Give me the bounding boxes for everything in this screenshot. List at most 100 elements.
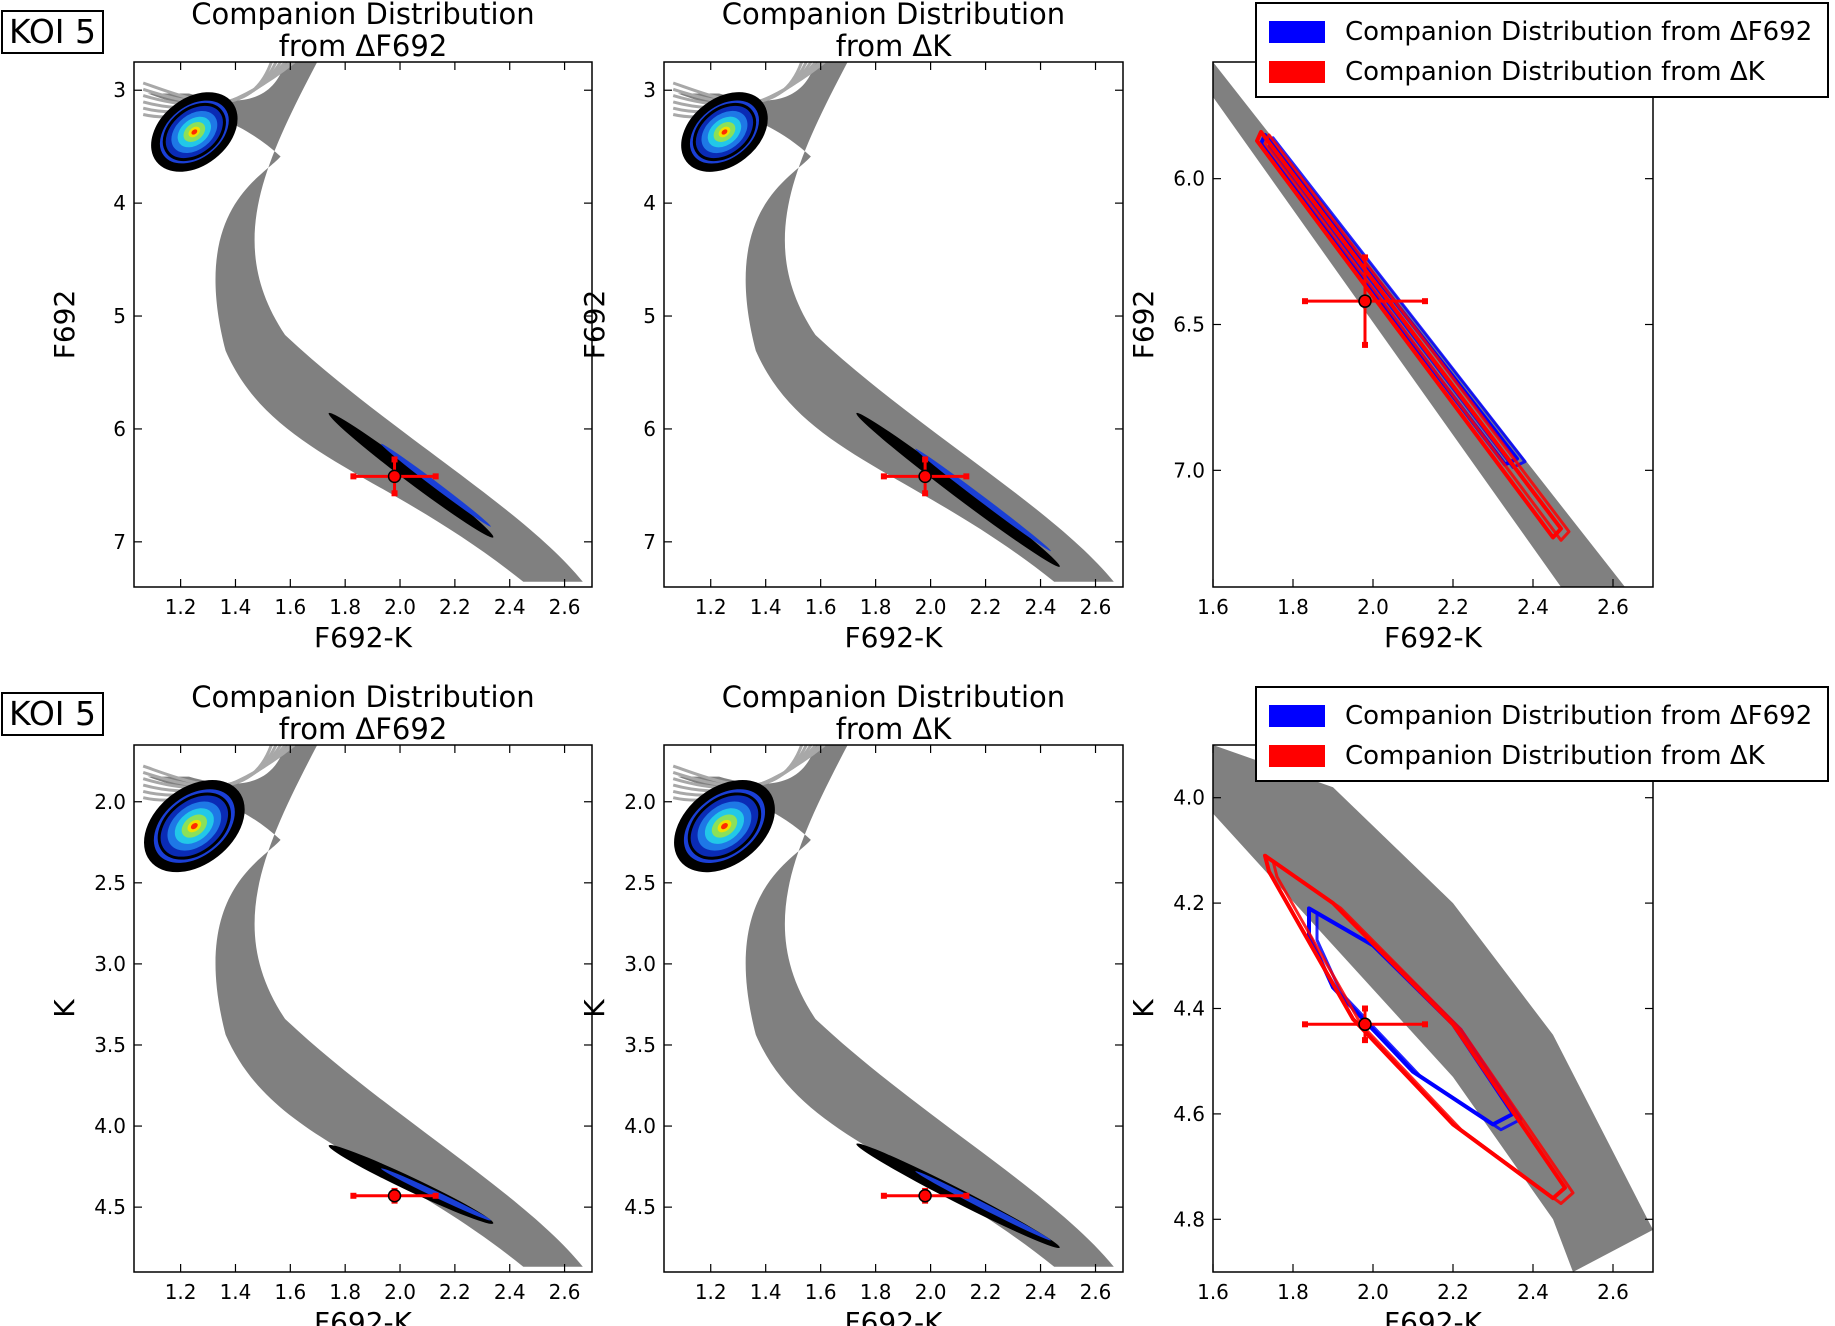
- legend-item-k: Companion Distribution from ΔK: [1269, 741, 1765, 771]
- plot-area: [1213, 745, 1653, 1272]
- isochrone-band: [1213, 745, 1653, 1272]
- x-tick-label: 1.8: [1277, 595, 1309, 619]
- x-tick-label: 2.6: [1080, 1280, 1112, 1304]
- y-tick-label: 5: [643, 304, 656, 328]
- y-tick-label: 4.6: [1173, 1102, 1205, 1126]
- contour-outline-red: [1271, 859, 1575, 1205]
- contour-ring: [381, 443, 491, 527]
- legend-label-f692: Companion Distribution from ΔF692: [1345, 17, 1813, 47]
- panel-r0c1: 1.2 1.4 1.6 1.8 2.0 2.2 2.4 2.6 3 4 5 6 7 F692-K F692 C…: [578, 0, 1124, 654]
- error-bar-cap: [880, 1192, 887, 1199]
- y-axis-label: F692: [48, 290, 81, 360]
- error-bar-cap: [350, 473, 357, 480]
- measurement-point: [918, 469, 932, 484]
- error-bar-cap: [963, 1192, 970, 1199]
- x-tick-label: 2.2: [1437, 1280, 1469, 1304]
- chart-title-line2: from ΔK: [836, 29, 953, 63]
- plot-area: [1213, 62, 1625, 587]
- x-tick-label: 1.6: [274, 1280, 306, 1304]
- x-tick-label: 2.4: [1025, 595, 1057, 619]
- y-tick-label: 3: [643, 78, 656, 102]
- y-tick-label: 6.0: [1173, 167, 1205, 191]
- isochrone-band: [677, 745, 1114, 1267]
- y-tick-label: 4: [643, 191, 656, 215]
- isochrone-band: [677, 62, 1114, 582]
- error-bar-cap: [1422, 1021, 1428, 1028]
- x-tick-label: 1.4: [220, 1280, 252, 1304]
- plot-area: [142, 62, 583, 582]
- legend-swatch-blue: [1269, 21, 1325, 43]
- legend-label-k: Companion Distribution from ΔK: [1345, 57, 1765, 87]
- x-tick-label: 2.6: [1597, 1280, 1629, 1304]
- legend-item-k: Companion Distribution from ΔK: [1269, 57, 1765, 87]
- x-tick-label: 1.6: [805, 595, 837, 619]
- error-bar-cap: [1362, 254, 1368, 261]
- y-tick-label: 2.5: [94, 871, 126, 895]
- x-axis-label: F692-K: [1384, 621, 1483, 654]
- x-tick-label: 1.8: [860, 1280, 892, 1304]
- error-bar-cap: [1362, 1037, 1368, 1044]
- x-tick-label: 2.2: [970, 595, 1002, 619]
- y-tick-label: 4.0: [624, 1114, 656, 1138]
- y-axis-label: K: [1127, 999, 1160, 1018]
- y-tick-label: 4.5: [94, 1195, 126, 1219]
- x-tick-label: 1.2: [165, 595, 197, 619]
- error-bar-cap: [350, 1192, 357, 1199]
- x-tick-label: 2.2: [1437, 595, 1469, 619]
- y-tick-label: 7.0: [1173, 458, 1205, 482]
- x-tick-label: 1.2: [695, 1280, 727, 1304]
- chart-title-line1: Companion Distribution: [722, 680, 1065, 714]
- error-bar-cap: [432, 473, 439, 480]
- legend-label-f692: Companion Distribution from ΔF692: [1345, 701, 1813, 731]
- panel-r0c2: 1.6 1.8 2.0 2.2 2.4 2.6 6.0 6.5 7.0 F692-K F692: [1127, 61, 1654, 654]
- y-tick-label: 2.5: [624, 871, 656, 895]
- x-tick-label: 2.0: [915, 595, 947, 619]
- x-tick-label: 2.4: [494, 1280, 526, 1304]
- x-tick-label: 2.4: [1025, 1280, 1057, 1304]
- x-axis-label: F692-K: [314, 621, 413, 654]
- x-tick-label: 1.6: [805, 1280, 837, 1304]
- y-tick-label: 4.0: [1173, 786, 1205, 810]
- x-axis-label: F692-K: [314, 1306, 413, 1326]
- x-tick-label: 2.4: [1517, 1280, 1549, 1304]
- contour-outline-red: [1263, 133, 1571, 542]
- legend-bottom: Companion Distribution from ΔF692 Compan…: [1255, 686, 1829, 782]
- error-bar-cap: [391, 456, 398, 463]
- x-tick-label: 1.8: [329, 1280, 361, 1304]
- error-bar-cap: [963, 473, 970, 480]
- y-axis-label: K: [48, 999, 81, 1018]
- measurement-point: [387, 469, 402, 484]
- x-tick-label: 2.6: [549, 1280, 581, 1304]
- error-bar-cap: [1302, 298, 1308, 305]
- error-bar-cap: [432, 1192, 439, 1199]
- x-tick-label: 2.0: [1357, 595, 1389, 619]
- legend-swatch-red: [1269, 61, 1325, 83]
- y-tick-label: 3: [113, 78, 126, 102]
- koi-label-bottom: KOI 5: [1, 692, 105, 736]
- axes-frame: [1212, 61, 1654, 588]
- y-tick-label: 3.5: [94, 1033, 126, 1057]
- x-axis-label: F692-K: [1384, 1306, 1483, 1326]
- x-tick-label: 2.6: [1080, 595, 1112, 619]
- x-axis-label: F692-K: [844, 621, 943, 654]
- legend-label-k: Companion Distribution from ΔK: [1345, 741, 1765, 771]
- chart-title-line1: Companion Distribution: [191, 0, 534, 31]
- error-bar-cap: [1362, 341, 1368, 348]
- contour-ring: [721, 822, 728, 830]
- x-tick-label: 2.2: [439, 595, 471, 619]
- panel-r1c0: 1.2 1.4 1.6 1.8 2.0 2.2 2.4 2.6 2.0 2.5 3.0 3.5 4.0 4…: [48, 680, 593, 1326]
- y-axis-label: F692: [1127, 290, 1160, 360]
- axes-frame: [133, 61, 593, 588]
- y-tick-label: 3.0: [624, 952, 656, 976]
- x-tick-label: 1.8: [329, 595, 361, 619]
- chart-title-line2: from ΔF692: [279, 29, 448, 63]
- y-tick-label: 2.0: [624, 790, 656, 814]
- x-tick-label: 1.8: [1277, 1280, 1309, 1304]
- y-tick-label: 6.5: [1173, 313, 1205, 337]
- legend-item-f692: Companion Distribution from ΔF692: [1269, 17, 1812, 47]
- contour-ring: [915, 448, 1051, 552]
- x-tick-label: 1.4: [750, 1280, 782, 1304]
- x-tick-label: 1.8: [860, 595, 892, 619]
- x-axis-label: F692-K: [844, 1306, 943, 1326]
